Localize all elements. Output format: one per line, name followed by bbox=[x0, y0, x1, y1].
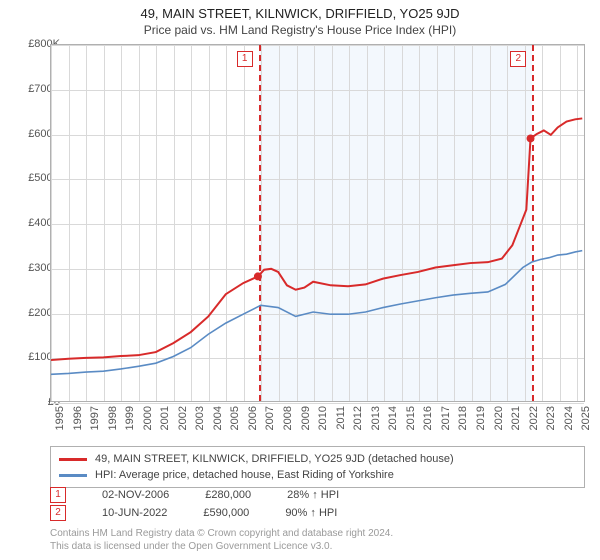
events-table: 1 02-NOV-2006 £280,000 28% ↑ HPI 2 10-JU… bbox=[50, 486, 585, 522]
x-tick-label: 2017 bbox=[440, 406, 452, 430]
chart-container: 49, MAIN STREET, KILNWICK, DRIFFIELD, YO… bbox=[0, 0, 600, 560]
legend-label: 49, MAIN STREET, KILNWICK, DRIFFIELD, YO… bbox=[95, 451, 454, 467]
x-tick-label: 2016 bbox=[422, 406, 434, 430]
title-block: 49, MAIN STREET, KILNWICK, DRIFFIELD, YO… bbox=[0, 0, 600, 37]
x-tick-label: 2022 bbox=[528, 406, 540, 430]
footer: Contains HM Land Registry data © Crown c… bbox=[50, 527, 585, 553]
x-tick-label: 2019 bbox=[475, 406, 487, 430]
chart-subtitle: Price paid vs. HM Land Registry's House … bbox=[0, 23, 600, 37]
event-delta: 28% ↑ HPI bbox=[287, 489, 339, 501]
chart-title: 49, MAIN STREET, KILNWICK, DRIFFIELD, YO… bbox=[0, 6, 600, 21]
legend-item: HPI: Average price, detached house, East… bbox=[59, 467, 576, 483]
legend-item: 49, MAIN STREET, KILNWICK, DRIFFIELD, YO… bbox=[59, 451, 576, 467]
chart-svg bbox=[51, 45, 584, 401]
x-tick-label: 2001 bbox=[159, 406, 171, 430]
x-tick-label: 1995 bbox=[54, 406, 66, 430]
x-tick-label: 2023 bbox=[545, 406, 557, 430]
event-dot bbox=[527, 134, 535, 142]
x-tick-label: 2010 bbox=[317, 406, 329, 430]
x-tick-label: 2004 bbox=[212, 406, 224, 430]
legend-swatch bbox=[59, 474, 87, 477]
x-tick-label: 2000 bbox=[142, 406, 154, 430]
event-badge-icon: 2 bbox=[50, 505, 66, 521]
series-price_paid bbox=[51, 118, 582, 360]
footer-line: Contains HM Land Registry data © Crown c… bbox=[50, 527, 585, 540]
x-tick-label: 2009 bbox=[300, 406, 312, 430]
event-price: £280,000 bbox=[205, 489, 251, 501]
x-tick-label: 1996 bbox=[72, 406, 84, 430]
legend-swatch bbox=[59, 458, 87, 461]
x-tick-label: 2020 bbox=[493, 406, 505, 430]
x-tick-label: 2025 bbox=[580, 406, 592, 430]
x-tick-label: 2012 bbox=[352, 406, 364, 430]
x-tick-label: 2014 bbox=[387, 406, 399, 430]
event-row: 1 02-NOV-2006 £280,000 28% ↑ HPI bbox=[50, 486, 585, 504]
gridline-h bbox=[51, 403, 584, 404]
x-tick-label: 2005 bbox=[229, 406, 241, 430]
x-tick-label: 2002 bbox=[177, 406, 189, 430]
legend: 49, MAIN STREET, KILNWICK, DRIFFIELD, YO… bbox=[50, 446, 585, 488]
x-tick-label: 1998 bbox=[107, 406, 119, 430]
event-date: 10-JUN-2022 bbox=[102, 507, 167, 519]
event-date: 02-NOV-2006 bbox=[102, 489, 169, 501]
x-tick-label: 2024 bbox=[563, 406, 575, 430]
x-tick-label: 2021 bbox=[510, 406, 522, 430]
plot-area: 12 bbox=[50, 44, 585, 402]
event-delta: 90% ↑ HPI bbox=[285, 507, 337, 519]
x-tick-label: 2008 bbox=[282, 406, 294, 430]
event-badge-icon: 1 bbox=[50, 487, 66, 503]
x-tick-label: 2015 bbox=[405, 406, 417, 430]
x-tick-label: 2018 bbox=[457, 406, 469, 430]
x-tick-label: 2006 bbox=[247, 406, 259, 430]
x-tick-label: 2013 bbox=[370, 406, 382, 430]
x-tick-label: 2003 bbox=[194, 406, 206, 430]
x-tick-label: 1997 bbox=[89, 406, 101, 430]
event-row: 2 10-JUN-2022 £590,000 90% ↑ HPI bbox=[50, 504, 585, 522]
footer-line: This data is licensed under the Open Gov… bbox=[50, 540, 585, 553]
x-tick-label: 2007 bbox=[264, 406, 276, 430]
event-price: £590,000 bbox=[203, 507, 249, 519]
event-dot bbox=[254, 272, 262, 280]
legend-label: HPI: Average price, detached house, East… bbox=[95, 467, 394, 483]
x-tick-label: 1999 bbox=[124, 406, 136, 430]
x-tick-label: 2011 bbox=[335, 406, 347, 430]
